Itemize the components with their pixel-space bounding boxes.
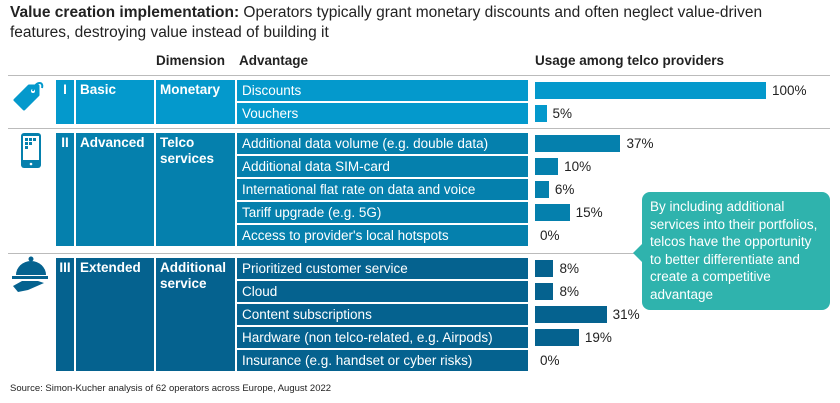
bar [535, 135, 621, 152]
bar [535, 283, 554, 300]
advantage-label: Additional data volume (e.g. double data… [237, 133, 528, 154]
level-label: Extended [76, 258, 154, 371]
dimension-label: Additional service [156, 258, 235, 371]
chart-title: Value creation implementation: Operators… [10, 4, 763, 41]
price-tag-icon [13, 82, 44, 111]
advantage-label: Access to provider's local hotspots [237, 225, 528, 246]
advantage-label: Insurance (e.g. handset or cyber risks) [237, 350, 528, 371]
value-label: 0% [540, 228, 560, 243]
group-divider [8, 128, 830, 129]
roman-numeral: I [56, 80, 74, 124]
level-label: Basic [76, 80, 154, 124]
group-divider [8, 253, 830, 254]
dimension-label: Telco services [156, 133, 235, 246]
callout-box: By including additional services into th… [633, 192, 830, 310]
advantage-label: Cloud [237, 281, 528, 302]
header-advantage: Advantage [239, 53, 309, 68]
advantage-label: Tariff upgrade (e.g. 5G) [237, 202, 528, 223]
advantage-label: Prioritized customer service [237, 258, 528, 279]
group-divider [8, 75, 830, 76]
value-label: 31% [612, 307, 640, 322]
bar [535, 204, 570, 221]
value-label: 10% [564, 159, 592, 174]
advantage-label: Discounts [237, 80, 528, 101]
dimension-label: Monetary [156, 80, 235, 124]
value-label: 0% [540, 353, 560, 368]
advantage-label: Additional data SIM-card [237, 156, 528, 177]
bar [535, 329, 579, 346]
advantage-label: Vouchers [237, 103, 528, 124]
value-label: 100% [772, 83, 807, 98]
bar [535, 306, 607, 323]
value-label: 8% [559, 284, 579, 299]
advantage-label: Content subscriptions [237, 304, 528, 325]
bar [535, 260, 554, 277]
value-label: 15% [575, 205, 603, 220]
value-label: 5% [552, 106, 573, 121]
bar [535, 158, 559, 175]
roman-numeral: II [56, 133, 74, 246]
bar [535, 105, 547, 122]
value-label: 37% [626, 136, 654, 151]
value-label: 19% [584, 330, 612, 345]
level-label: Advanced [76, 133, 154, 246]
value-label: 8% [559, 261, 579, 276]
advantage-label: Hardware (non telco-related, e.g. Airpod… [237, 327, 528, 348]
advantage-label: International flat rate on data and voic… [237, 179, 528, 200]
serving-cloche-icon [12, 256, 48, 292]
value-label: 6% [554, 182, 575, 197]
smartphone-icon [21, 133, 41, 168]
header-dimension: Dimension [156, 53, 226, 68]
bar [535, 82, 766, 99]
roman-numeral: III [56, 258, 74, 371]
header-usage: Usage among telco providers [535, 53, 725, 68]
source-note: Source: Simon-Kucher analysis of 62 oper… [10, 383, 332, 394]
bar [535, 181, 549, 198]
